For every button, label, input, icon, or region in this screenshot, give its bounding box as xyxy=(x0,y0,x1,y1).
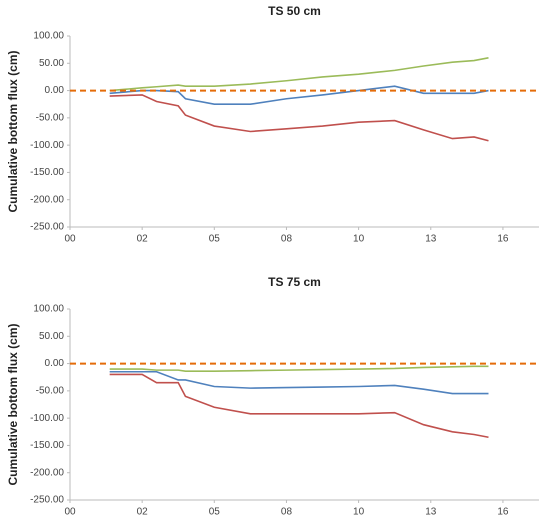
y-tick-label: -150.00 xyxy=(30,440,64,451)
chart-title: TS 75 cm xyxy=(268,275,321,289)
x-tick-label: 02 xyxy=(137,234,149,245)
x-tick-label: 16 xyxy=(497,507,509,518)
y-tick-label: -150.00 xyxy=(30,167,64,178)
y-tick-label: -50.00 xyxy=(36,112,65,123)
series-line xyxy=(109,365,489,373)
y-tick-label: 0.00 xyxy=(45,358,65,369)
series-line xyxy=(109,370,489,395)
x-tick-label: 08 xyxy=(281,234,293,245)
x-tick-label: 00 xyxy=(64,234,76,245)
y-axis-label: Cumulative bottom flux (cm) xyxy=(6,323,20,485)
x-tick-label: 16 xyxy=(497,234,509,245)
y-tick-label: -100.00 xyxy=(30,140,64,151)
y-tick-label: 100.00 xyxy=(33,31,64,42)
x-tick-label: 10 xyxy=(353,507,365,518)
y-tick-label: 50.00 xyxy=(39,58,64,69)
x-tick-label: 05 xyxy=(209,507,221,518)
y-tick-label: -200.00 xyxy=(30,194,64,205)
x-tick-label: 05 xyxy=(209,234,221,245)
series-line xyxy=(109,85,489,106)
y-tick-label: 50.00 xyxy=(39,331,64,342)
y-tick-label: -250.00 xyxy=(30,222,64,233)
x-tick-label: 08 xyxy=(281,507,293,518)
y-tick-label: -100.00 xyxy=(30,413,64,424)
x-tick-label: 10 xyxy=(353,234,365,245)
y-tick-label: 0.00 xyxy=(45,85,65,96)
y-tick-label: -200.00 xyxy=(30,467,64,478)
y-tick-label: -50.00 xyxy=(36,385,65,396)
y-tick-label: 100.00 xyxy=(33,304,64,315)
y-axis-label: Cumulative bottom flux (cm) xyxy=(6,50,20,212)
x-tick-label: 13 xyxy=(425,507,437,518)
x-tick-label: 13 xyxy=(425,234,437,245)
series-line xyxy=(109,373,489,439)
chart-title: TS 50 cm xyxy=(268,4,321,18)
y-tick-label: -250.00 xyxy=(30,495,64,506)
x-tick-label: 00 xyxy=(64,507,76,518)
series-line xyxy=(109,94,489,142)
x-tick-label: 02 xyxy=(137,507,149,518)
series-line xyxy=(109,57,489,92)
